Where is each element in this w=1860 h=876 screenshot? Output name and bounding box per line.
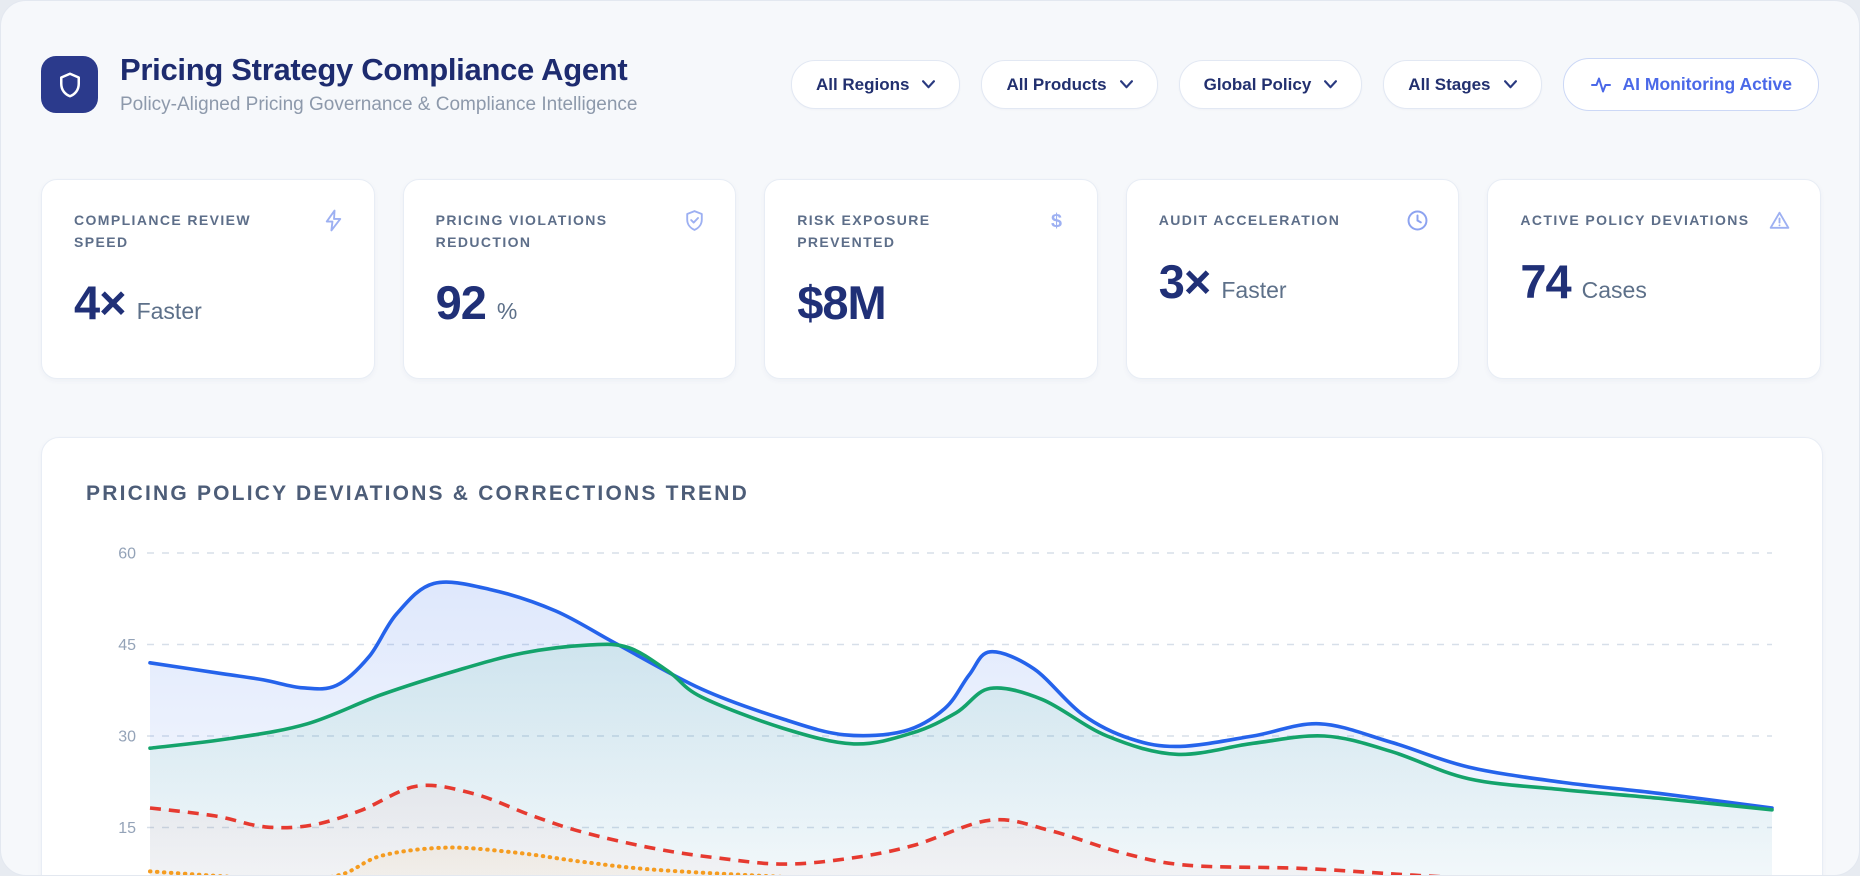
- kpi-card-compliance-review-speed: COMPLIANCE REVIEW SPEED 4× Faster: [41, 179, 375, 379]
- svg-text:45: 45: [118, 637, 136, 654]
- svg-text:30: 30: [118, 729, 136, 746]
- kpi-value: $8M: [797, 276, 886, 330]
- filter-products[interactable]: All Products: [981, 60, 1158, 109]
- trend-chart-card: PRICING POLICY DEVIATIONS & CORRECTIONS …: [41, 437, 1823, 875]
- kpi-card-active-policy-deviations: ACTIVE POLICY DEVIATIONS 74 Cases: [1487, 179, 1821, 379]
- kpi-value-row: 92 %: [436, 275, 704, 330]
- chevron-down-icon: [1119, 80, 1133, 89]
- app-logo: [41, 56, 98, 114]
- filter-regions-label: All Regions: [815, 74, 910, 94]
- kpi-suffix: %: [496, 298, 518, 325]
- app-header: Pricing Strategy Compliance Agent Policy…: [41, 52, 638, 116]
- pulse-icon: [1590, 77, 1611, 92]
- kpi-card-risk-exposure-prevented: RISK EXPOSURE PREVENTED $ $8M: [764, 179, 1098, 379]
- clock-icon: [1405, 208, 1430, 238]
- filter-policy-label: Global Policy: [1203, 74, 1312, 94]
- kpi-suffix: Faster: [136, 298, 202, 325]
- svg-text:$: $: [1051, 210, 1062, 232]
- filter-regions[interactable]: All Regions: [790, 60, 961, 109]
- filter-stages-label: All Stages: [1408, 74, 1491, 94]
- trend-chart: 60 45 30 15: [118, 546, 1774, 875]
- kpi-card-pricing-violations-reduction: PRICING VIOLATIONS REDUCTION 92 %: [402, 179, 737, 379]
- kpi-value: 74: [1520, 254, 1571, 308]
- kpi-card-audit-acceleration: AUDIT ACCELERATION 3× Faster: [1125, 179, 1460, 379]
- shield-icon: [59, 72, 80, 98]
- kpi-label: RISK EXPOSURE PREVENTED: [797, 212, 931, 250]
- ai-monitoring-label: AI Monitoring Active: [1622, 74, 1793, 94]
- header-text: Pricing Strategy Compliance Agent Policy…: [120, 52, 638, 116]
- kpi-value: 4×: [74, 276, 127, 330]
- kpi-value-row: $8M: [797, 275, 1065, 330]
- shield-check-icon: [682, 208, 707, 238]
- kpi-value: 3×: [1158, 254, 1212, 308]
- dollar-icon: $: [1044, 208, 1069, 238]
- kpi-suffix: Cases: [1581, 276, 1647, 303]
- chart-title: PRICING POLICY DEVIATIONS & CORRECTIONS …: [86, 482, 749, 505]
- alert-triangle-icon: [1767, 208, 1792, 238]
- kpi-value-row: 4× Faster: [74, 275, 342, 330]
- kpi-label: COMPLIANCE REVIEW SPEED: [74, 212, 252, 250]
- page-title: Pricing Strategy Compliance Agent: [120, 52, 628, 87]
- svg-text:60: 60: [118, 546, 136, 563]
- kpi-value: 92: [435, 276, 487, 330]
- filter-products-label: All Products: [1006, 74, 1107, 94]
- kpi-row: COMPLIANCE REVIEW SPEED 4× Faster PRICIN…: [41, 179, 1821, 379]
- zap-icon: [321, 208, 346, 238]
- kpi-label: ACTIVE POLICY DEVIATIONS: [1520, 212, 1750, 228]
- kpi-value-row: 3× Faster: [1159, 254, 1427, 309]
- chevron-down-icon: [922, 80, 936, 89]
- kpi-label: PRICING VIOLATIONS REDUCTION: [435, 212, 608, 250]
- kpi-suffix: Faster: [1221, 276, 1287, 303]
- filter-bar: All Regions All Products Global Policy A…: [790, 58, 1819, 111]
- kpi-value-row: 74 Cases: [1520, 254, 1788, 309]
- page-subtitle: Policy-Aligned Pricing Governance & Comp…: [120, 94, 638, 116]
- kpi-label: AUDIT ACCELERATION: [1158, 212, 1341, 228]
- chevron-down-icon: [1503, 80, 1517, 89]
- filter-stages[interactable]: All Stages: [1383, 60, 1542, 109]
- svg-text:15: 15: [118, 820, 136, 837]
- chevron-down-icon: [1324, 80, 1338, 89]
- filter-policy[interactable]: Global Policy: [1178, 60, 1363, 109]
- ai-monitoring-badge[interactable]: AI Monitoring Active: [1562, 58, 1819, 111]
